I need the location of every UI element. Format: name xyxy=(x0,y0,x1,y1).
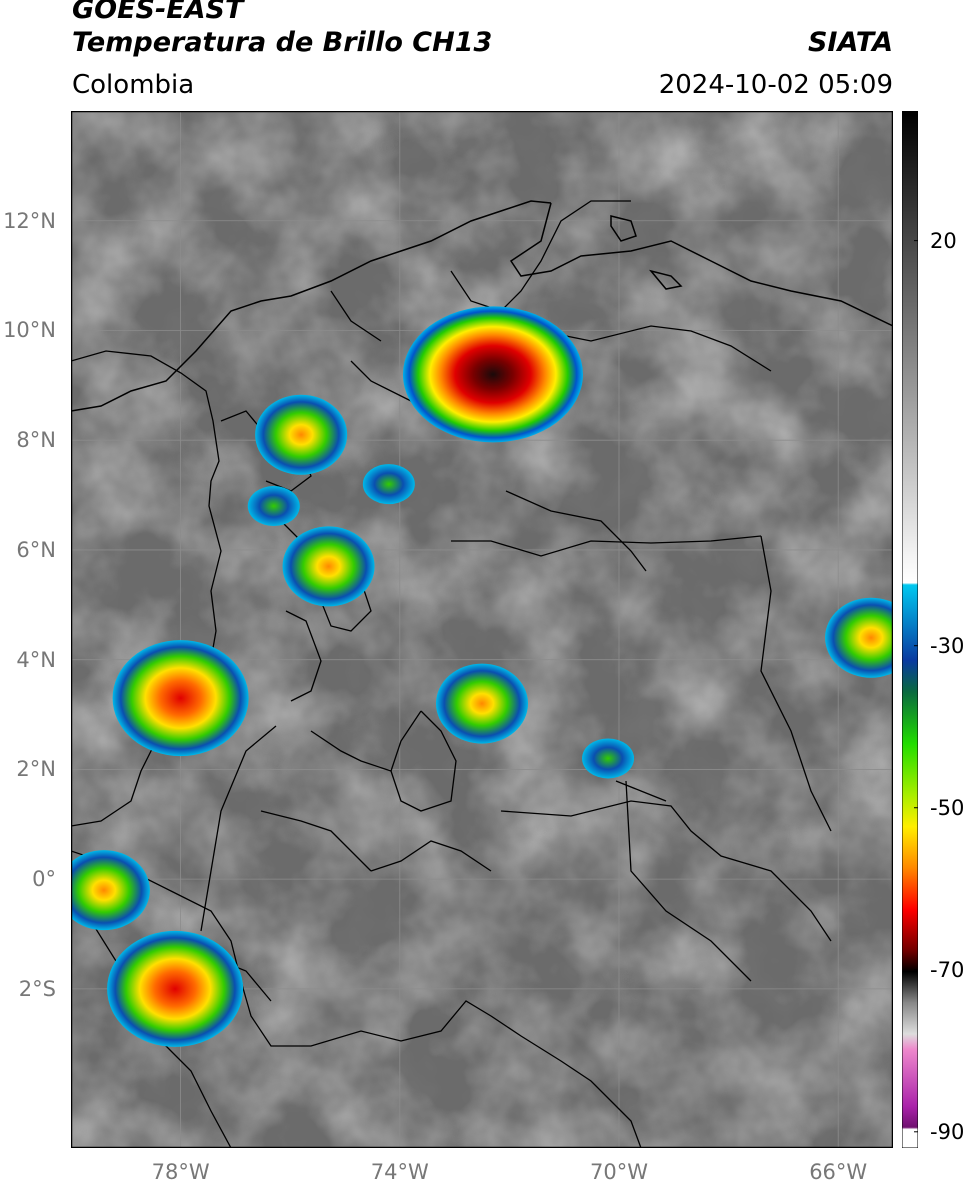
storm-cell-moderate xyxy=(255,394,348,475)
lat-tick-label: 6°N xyxy=(16,537,56,562)
lat-tick-label: 8°N xyxy=(16,428,56,453)
storm-cell-weak xyxy=(362,464,415,505)
country-borders xyxy=(71,200,832,1148)
colorbar-tick-label: -50 xyxy=(930,795,965,820)
colorbar xyxy=(902,111,918,1148)
colorbar-tick-label: 20 xyxy=(930,228,957,253)
storm-layer xyxy=(71,306,893,1047)
product-title: Temperatura de Brillo CH13 xyxy=(72,27,493,58)
satellite-title: GOES-EAST xyxy=(72,0,244,25)
lat-tick-label: 2°S xyxy=(18,976,56,1001)
lon-tick-label: 66°W xyxy=(809,1160,868,1184)
lat-tick-label: 0° xyxy=(32,867,56,892)
storm-cell-weak xyxy=(247,486,300,527)
storm-cell-strong xyxy=(107,930,244,1047)
datetime-label: 2024-10-02 05:09 xyxy=(658,70,893,100)
lat-tick-label: 10°N xyxy=(3,318,56,343)
storm-cell-moderate xyxy=(282,526,375,607)
lat-tick-label: 2°N xyxy=(16,757,56,782)
graticule xyxy=(71,111,893,1148)
lat-tick-label: 12°N xyxy=(3,208,56,233)
storm-cell-moderate xyxy=(825,597,893,678)
lat-tick-label: 4°N xyxy=(16,647,56,672)
colorbar-tick-label: -90 xyxy=(930,1119,965,1144)
agency-label: SIATA xyxy=(807,27,893,58)
storm-cell-extreme xyxy=(402,306,583,443)
coastlines xyxy=(71,200,893,412)
lon-tick-label: 78°W xyxy=(151,1160,210,1184)
colorbar-tick-label: -70 xyxy=(930,957,965,982)
storm-cell-strong xyxy=(112,640,249,757)
colorbar-tick-label: -30 xyxy=(930,633,965,658)
map-frame xyxy=(71,111,893,1148)
storm-cell-weak xyxy=(582,738,635,779)
lon-tick-label: 70°W xyxy=(590,1160,648,1184)
region-label: Colombia xyxy=(72,70,195,100)
storm-cell-moderate xyxy=(71,850,150,931)
storm-cell-moderate xyxy=(436,663,528,744)
lon-tick-label: 74°W xyxy=(370,1160,429,1184)
satellite-map[interactable] xyxy=(71,111,893,1148)
